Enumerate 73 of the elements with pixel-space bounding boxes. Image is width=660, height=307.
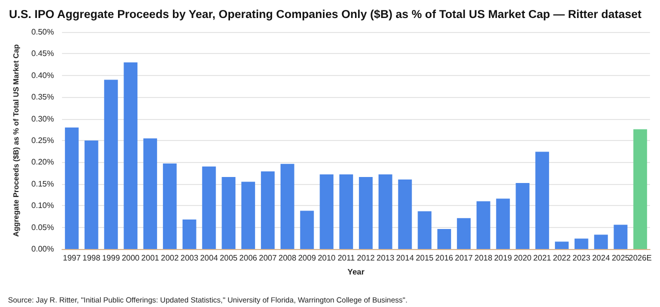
bar — [320, 174, 334, 249]
x-axis-title: Year — [348, 268, 364, 276]
x-tick-label: 2017 — [454, 254, 474, 262]
bar — [594, 234, 608, 249]
bar — [437, 229, 452, 249]
x-tick-label: 2007 — [258, 254, 278, 262]
bar — [398, 180, 412, 249]
x-tick-label: 2006 — [239, 254, 258, 262]
bar — [574, 238, 588, 249]
bar — [456, 218, 471, 249]
x-tick-label: 2000 — [122, 254, 140, 262]
y-tick-label: 0.50% — [31, 28, 54, 36]
bar — [300, 210, 314, 249]
x-tick-label: 2011 — [338, 254, 356, 262]
bar — [633, 129, 648, 249]
bar — [614, 224, 628, 249]
y-tick-label: 0.15% — [31, 179, 54, 188]
x-tick-label: 2016 — [435, 254, 454, 262]
y-tick-label: 0.05% — [31, 222, 54, 232]
bar — [554, 242, 569, 249]
bar — [182, 219, 196, 249]
x-tick-label: 2018 — [474, 254, 493, 262]
x-tick-label: 2024 — [592, 254, 610, 262]
x-tick-label: 2001 — [141, 254, 160, 262]
y-tick-label: 0.25% — [31, 136, 54, 145]
bar — [496, 198, 510, 249]
bar — [358, 176, 373, 249]
bar — [476, 201, 490, 249]
x-tick-label: 2021 — [533, 254, 552, 262]
x-tick-label: 2020 — [514, 254, 532, 262]
x-tick-label: 2015 — [416, 254, 434, 262]
x-tick-label: 2005 — [220, 254, 238, 262]
bar — [202, 166, 216, 249]
x-tick-label: 2004 — [200, 254, 218, 262]
bar — [162, 164, 177, 249]
x-tick-label: 2025 — [612, 254, 630, 262]
y-tick-label: 0.40% — [31, 70, 54, 80]
x-tick-label: 2010 — [318, 254, 336, 262]
bar — [535, 152, 550, 249]
x-tick-label: 2012 — [356, 254, 376, 262]
bar — [418, 211, 432, 249]
x-tick-label: 2009 — [298, 254, 316, 262]
bar — [104, 80, 118, 249]
y-tick-label: 0.30% — [31, 114, 54, 124]
bar — [378, 174, 392, 249]
y-tick-label: 0.35% — [31, 92, 54, 102]
x-tick-label: 1999 — [102, 254, 120, 262]
bar — [260, 171, 275, 249]
y-tick-label: 0.20% — [31, 158, 54, 167]
bar — [143, 138, 158, 249]
bar — [124, 62, 138, 249]
x-tick-label: 1998 — [82, 254, 101, 262]
y-tick-label: 0.45% — [31, 49, 54, 58]
y-tick-label: 0.00% — [31, 244, 54, 254]
x-tick-label: 2013 — [376, 254, 395, 262]
y-tick-label: 0.10% — [31, 201, 54, 210]
bar — [280, 164, 294, 249]
x-tick-label: 2008 — [278, 254, 297, 262]
x-tick-label: 2014 — [396, 254, 414, 262]
bar — [339, 174, 354, 249]
bar — [241, 182, 256, 249]
bar — [222, 176, 236, 249]
x-tick-label: 2003 — [180, 254, 199, 262]
x-tick-label: 1997 — [62, 254, 82, 262]
x-tick-label: 2002 — [160, 254, 180, 262]
x-tick-label: 2026E — [628, 254, 652, 262]
bar — [516, 183, 530, 249]
x-tick-label: 2019 — [494, 254, 512, 262]
bar — [64, 127, 79, 249]
chart-title: U.S. IPO Aggregate Proceeds by Year, Operating Companies Only ($B) as % of Total US Market Cap — Ritter dataset — [9, 9, 642, 21]
x-tick-label: 2022 — [552, 254, 572, 262]
x-tick-label: 2023 — [572, 254, 591, 262]
bar — [84, 140, 98, 249]
